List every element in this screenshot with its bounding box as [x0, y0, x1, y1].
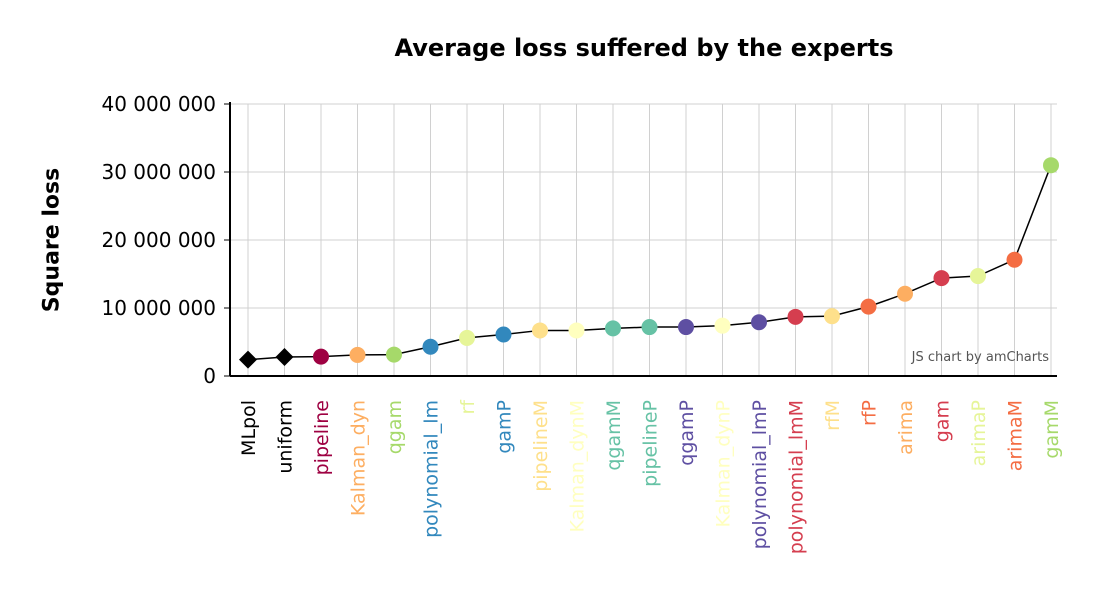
point-marker	[1006, 251, 1023, 268]
diamond-marker	[275, 347, 294, 366]
point-marker	[459, 329, 475, 346]
point-marker	[641, 319, 658, 336]
x-tick-label: pipelineP	[640, 400, 662, 487]
point-marker	[751, 314, 767, 331]
point-marker	[1043, 157, 1059, 174]
x-tick-label: gamM	[1041, 400, 1063, 459]
x-tick-label: pipeline	[311, 400, 333, 475]
markers	[239, 157, 1059, 369]
y-tick-label: 0	[203, 364, 216, 388]
point-marker	[349, 346, 366, 363]
x-tick-label: pipelineM	[530, 400, 552, 492]
point-marker	[897, 285, 913, 302]
x-tick-label: Kalman_dynP	[713, 400, 735, 528]
axes: 0 10 000 000 20 000 000 30 000 000 40 000 00…	[101, 92, 1057, 388]
x-tick-label: arimaP	[968, 400, 990, 466]
y-tick-label: 20 000 000	[101, 228, 216, 252]
x-tick-label: Kalman_dynM	[567, 400, 589, 532]
x-tick-label: rfM	[822, 400, 844, 431]
x-tick-label: gam	[932, 400, 954, 442]
point-marker	[313, 348, 329, 365]
diamond-marker	[239, 350, 257, 369]
point-marker	[824, 308, 840, 325]
chart-title: Average loss suffered by the experts	[394, 34, 894, 62]
x-tick-label: uniform	[275, 400, 297, 474]
point-marker	[678, 319, 694, 336]
x-tick-label: qgamM	[603, 400, 625, 471]
point-marker	[970, 268, 986, 285]
x-tick-label: MLpol	[238, 400, 260, 456]
y-tick-label: 10 000 000	[101, 296, 216, 320]
y-tick-label: 30 000 000	[101, 160, 216, 184]
point-marker	[787, 308, 804, 325]
point-marker	[605, 320, 621, 337]
x-tick-label: arima	[895, 400, 917, 455]
category-labels: MLpol uniform pipeline Kalman_dyn qgam polyno…	[238, 399, 1063, 555]
y-tick-label: 40 000 000	[101, 92, 216, 116]
x-tick-label: qgamP	[676, 400, 698, 466]
x-tick-label: rf	[457, 399, 479, 415]
x-tick-label: polynomial_lm	[421, 400, 443, 538]
x-tick-label: polynomial_lmM	[786, 400, 808, 554]
x-tick-label: qgam	[384, 400, 406, 454]
point-marker	[422, 338, 439, 355]
grid	[230, 103, 1057, 376]
point-marker	[933, 270, 950, 287]
amcharts-credit-link[interactable]: JS chart by amCharts	[911, 350, 1049, 365]
point-marker	[860, 298, 877, 315]
point-marker	[386, 346, 402, 363]
x-tick-label: rfP	[859, 400, 881, 426]
point-marker	[714, 317, 731, 334]
x-tick-label: Kalman_dyn	[348, 400, 370, 516]
point-marker	[532, 322, 548, 339]
x-tick-label: arimaM	[1005, 400, 1027, 471]
point-marker	[568, 322, 585, 339]
point-marker	[495, 326, 512, 343]
x-tick-label: polynomial_lmP	[749, 400, 771, 549]
x-tick-label: gamP	[494, 400, 516, 454]
